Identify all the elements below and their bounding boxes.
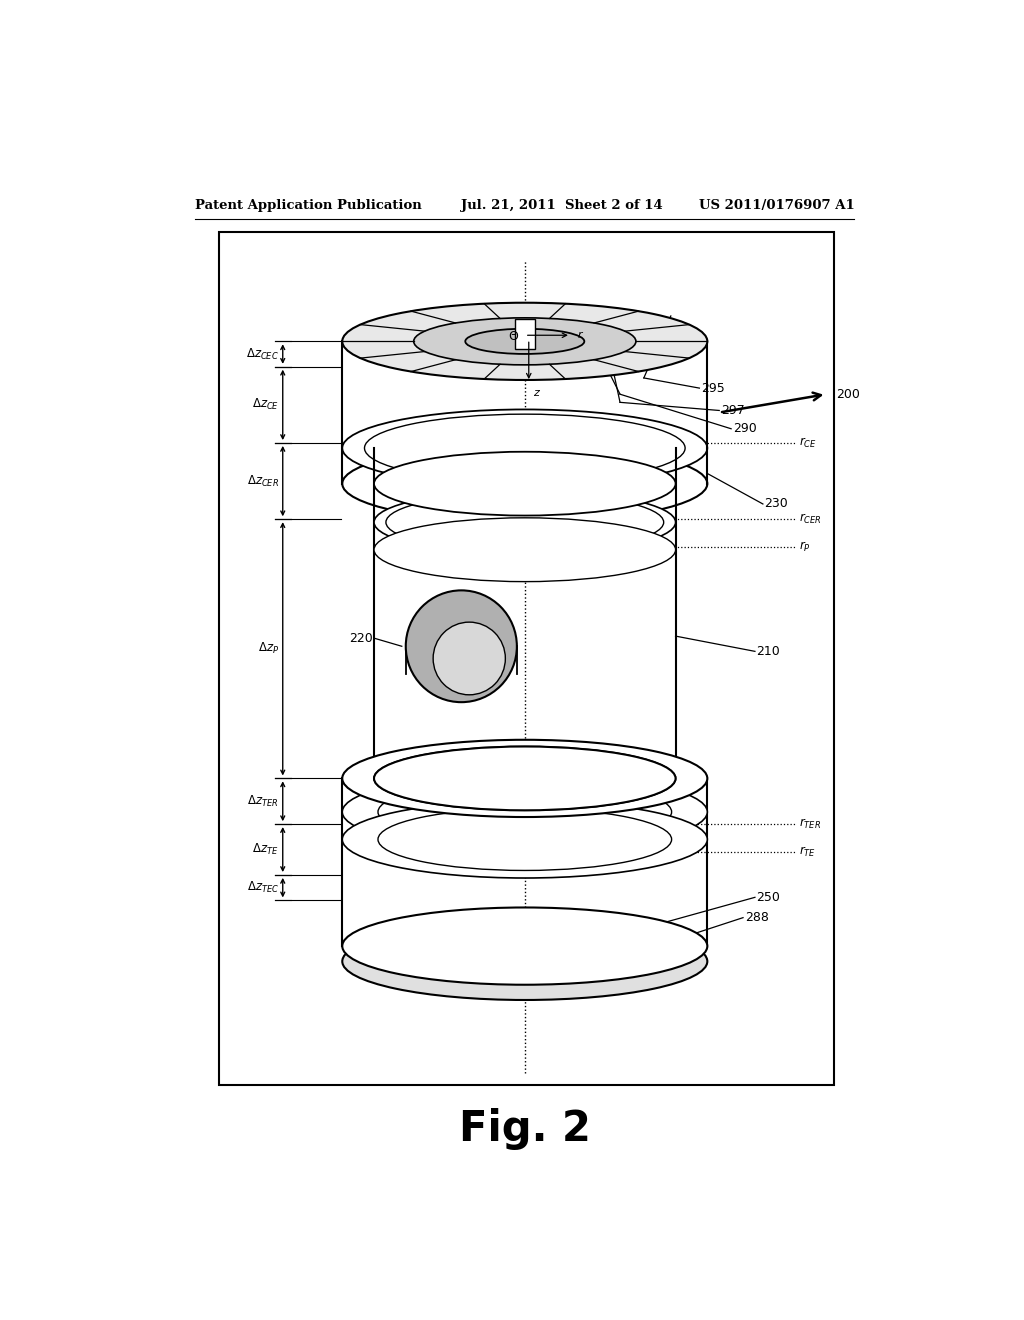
Ellipse shape: [342, 739, 708, 817]
Ellipse shape: [378, 808, 672, 870]
Bar: [515, 319, 535, 350]
Ellipse shape: [365, 414, 685, 482]
Text: 210: 210: [757, 645, 780, 657]
Text: $\Delta z_{CER}$: $\Delta z_{CER}$: [247, 474, 279, 488]
Text: 220: 220: [349, 632, 373, 644]
Text: r: r: [578, 330, 582, 341]
Text: $\Delta z_{TE}$: $\Delta z_{TE}$: [252, 842, 279, 857]
Ellipse shape: [342, 907, 708, 985]
Ellipse shape: [342, 923, 708, 1001]
Text: 297: 297: [721, 404, 744, 417]
Text: US 2011/0176907 A1: US 2011/0176907 A1: [699, 198, 855, 211]
Ellipse shape: [465, 329, 585, 354]
Text: 200: 200: [836, 388, 860, 401]
Text: $\Delta z_{CE}$: $\Delta z_{CE}$: [252, 397, 279, 412]
Text: $r_{TE}$: $r_{TE}$: [799, 845, 816, 858]
Ellipse shape: [374, 451, 676, 516]
Ellipse shape: [378, 781, 672, 843]
Text: $r_{CE}$: $r_{CE}$: [799, 436, 816, 450]
Ellipse shape: [374, 747, 676, 810]
Ellipse shape: [386, 492, 664, 552]
Text: $\Delta z_{P}$: $\Delta z_{P}$: [258, 642, 279, 656]
Text: Jul. 21, 2011  Sheet 2 of 14: Jul. 21, 2011 Sheet 2 of 14: [461, 198, 664, 211]
Ellipse shape: [342, 409, 708, 487]
Ellipse shape: [433, 622, 506, 694]
Ellipse shape: [342, 445, 708, 523]
Text: Fig. 2: Fig. 2: [459, 1107, 591, 1150]
Text: $r_{P}$: $r_{P}$: [799, 540, 810, 553]
Text: $\Delta z_{TEC}$: $\Delta z_{TEC}$: [247, 880, 279, 895]
Bar: [219, 231, 835, 1085]
Ellipse shape: [374, 490, 676, 554]
Text: $r_{TER}$: $r_{TER}$: [799, 817, 820, 832]
Text: $\Delta z_{CEC}$: $\Delta z_{CEC}$: [246, 347, 279, 362]
Ellipse shape: [414, 318, 636, 364]
Text: 294: 294: [564, 314, 588, 327]
Ellipse shape: [374, 747, 676, 810]
Ellipse shape: [374, 517, 676, 582]
Text: 298: 298: [387, 314, 411, 327]
Text: z: z: [532, 388, 539, 399]
Ellipse shape: [374, 747, 676, 810]
Text: $r_{CER}$: $r_{CER}$: [799, 512, 821, 527]
Text: 290: 290: [733, 422, 757, 436]
Text: 288: 288: [744, 911, 768, 924]
Ellipse shape: [342, 801, 708, 878]
Text: Θ: Θ: [508, 330, 518, 343]
Ellipse shape: [342, 302, 708, 380]
Text: 295: 295: [701, 381, 725, 395]
Text: 230: 230: [765, 498, 788, 511]
Ellipse shape: [342, 774, 708, 850]
Text: $\Delta z_{TER}$: $\Delta z_{TER}$: [248, 793, 279, 809]
Text: Patent Application Publication: Patent Application Publication: [196, 198, 422, 211]
Ellipse shape: [406, 590, 517, 702]
Text: 250: 250: [757, 891, 780, 904]
